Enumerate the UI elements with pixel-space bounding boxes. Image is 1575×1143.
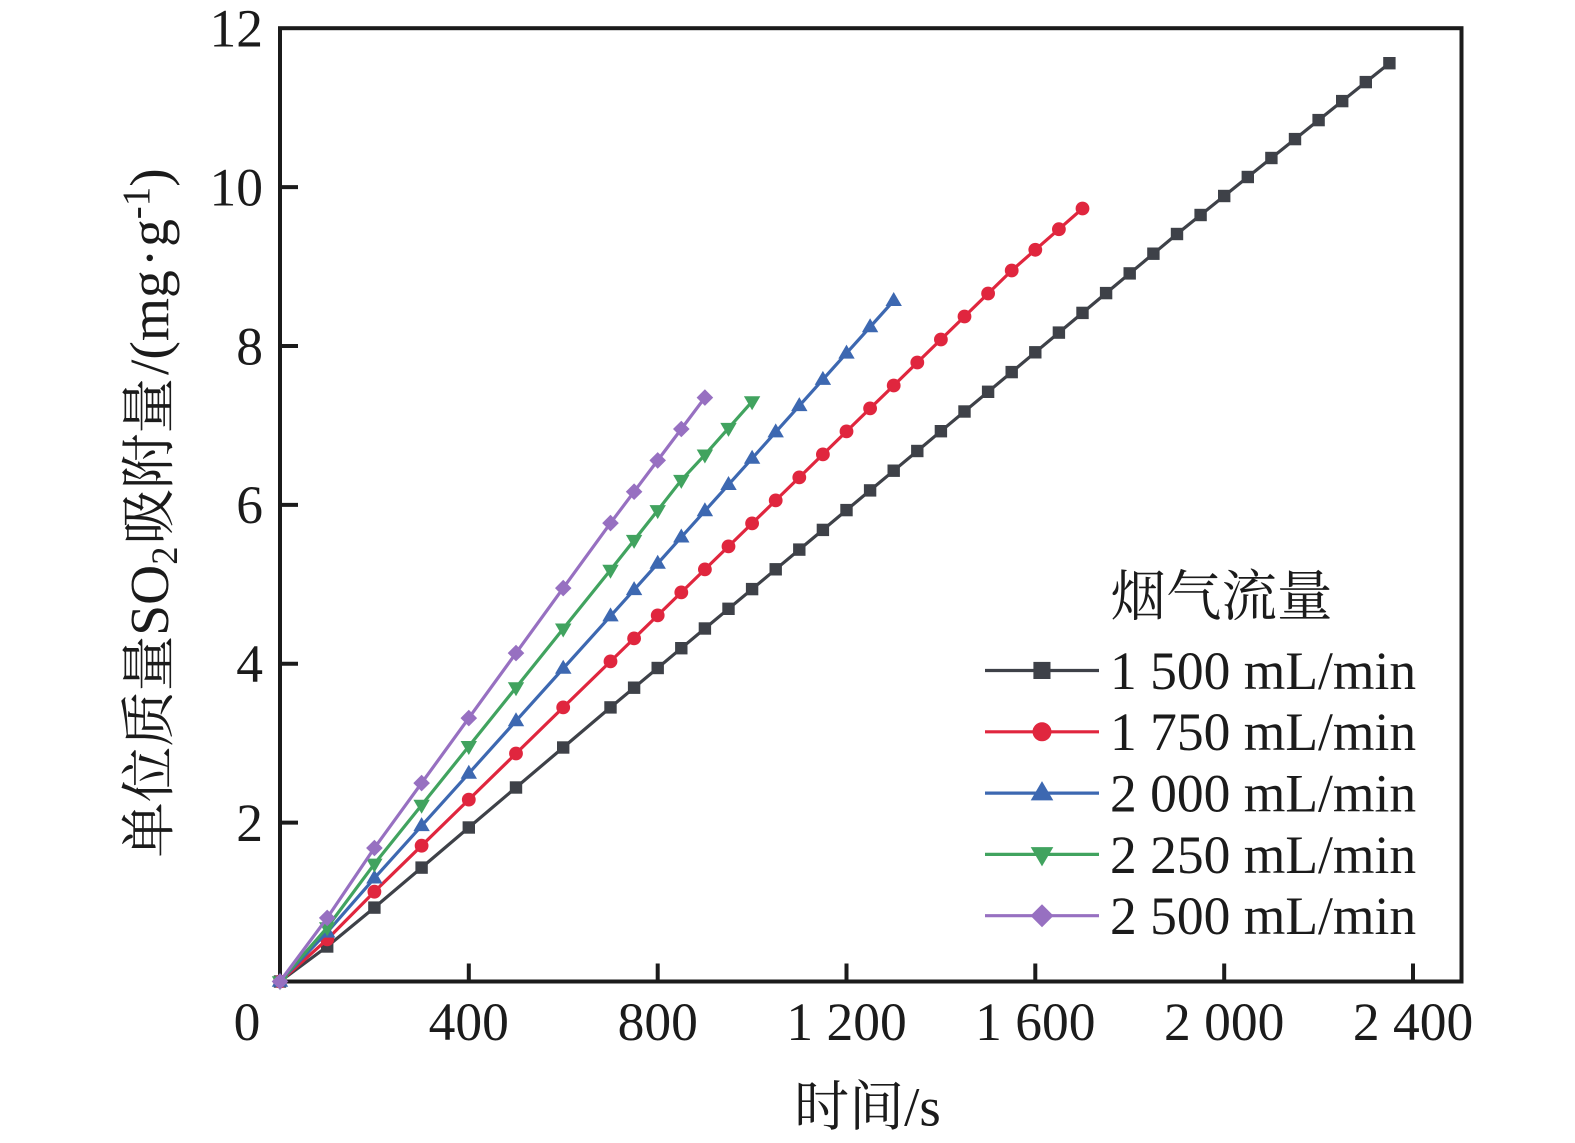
svg-text:1 200: 1 200: [786, 992, 906, 1052]
svg-text:10: 10: [210, 158, 264, 218]
svg-text:g: g: [120, 219, 181, 247]
svg-text:12: 12: [210, 0, 264, 59]
svg-text:1 600: 1 600: [975, 992, 1095, 1052]
svg-text:6: 6: [236, 475, 263, 535]
svg-text:800: 800: [618, 992, 698, 1052]
svg-text:SO: SO: [120, 565, 181, 636]
svg-text:8: 8: [236, 316, 263, 376]
svg-text:4: 4: [236, 634, 263, 694]
svg-text:2: 2: [144, 547, 185, 565]
svg-text:/(mg: /(mg: [120, 270, 181, 375]
svg-text:2 000 mL/min: 2 000 mL/min: [1110, 764, 1416, 824]
svg-text:2 500 mL/min: 2 500 mL/min: [1110, 886, 1416, 946]
svg-text:-1: -1: [115, 187, 158, 219]
svg-text:·: ·: [120, 249, 181, 267]
svg-text:2 400: 2 400: [1353, 992, 1473, 1052]
svg-text:/s: /s: [904, 1077, 941, 1138]
svg-text:2 000: 2 000: [1164, 992, 1284, 1052]
svg-text:1 500 mL/min: 1 500 mL/min: [1110, 641, 1416, 701]
svg-text:): ): [120, 168, 181, 186]
svg-text:1 750 mL/min: 1 750 mL/min: [1110, 702, 1416, 762]
svg-text:0: 0: [234, 992, 261, 1052]
svg-text:2 250 mL/min: 2 250 mL/min: [1110, 825, 1416, 885]
svg-text:2: 2: [236, 793, 263, 853]
svg-text:400: 400: [429, 992, 509, 1052]
